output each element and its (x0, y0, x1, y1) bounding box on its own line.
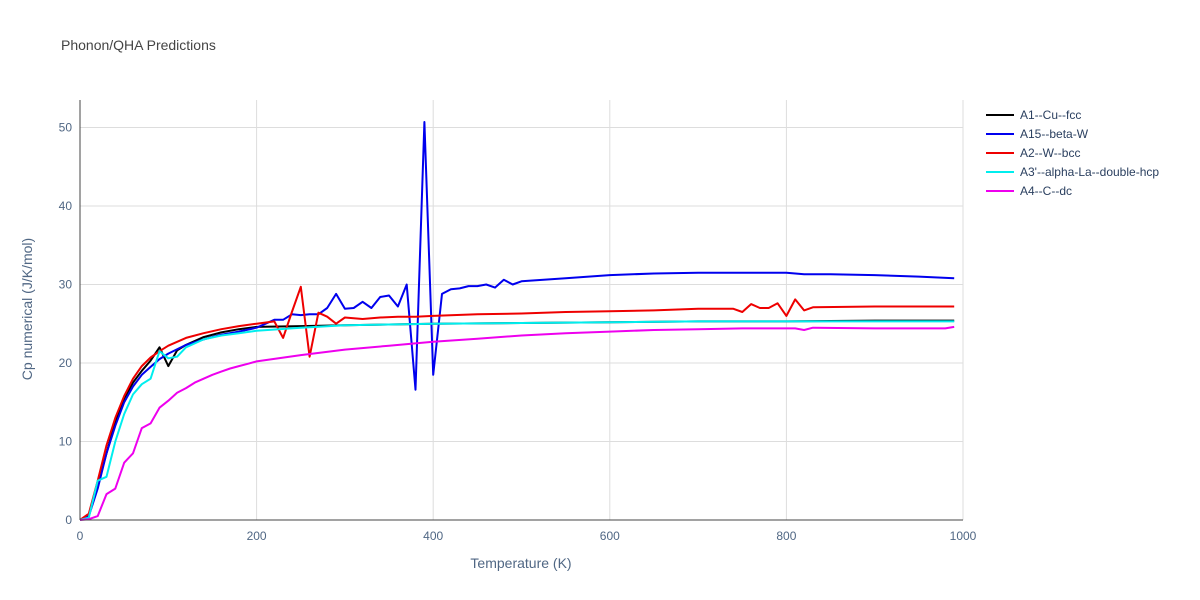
x-tick-label: 1000 (950, 529, 977, 543)
axes (79, 100, 963, 521)
x-axis-title: Temperature (K) (470, 555, 571, 571)
x-tick-label: 400 (423, 529, 443, 543)
legend-item[interactable]: A4--C--dc (986, 184, 1072, 198)
y-tick-label: 50 (59, 120, 73, 134)
y-tick-labels: 0 10 20 30 40 50 (59, 120, 73, 527)
series-line-1 (79, 121, 955, 521)
legend-item[interactable]: A3'--alpha-La--double-hcp (986, 165, 1159, 179)
series-line-4 (79, 325, 955, 521)
legend[interactable]: A1--Cu--fcc A15--beta-W A2--W--bcc A3'--alp… (986, 108, 1159, 198)
legend-item[interactable]: A2--W--bcc (986, 146, 1080, 160)
y-tick-label: 40 (59, 199, 73, 213)
x-tick-label: 800 (776, 529, 796, 543)
series-lines (79, 121, 955, 521)
y-tick-label: 30 (59, 277, 73, 291)
series-line-3 (79, 320, 955, 521)
y-tick-label: 0 (65, 513, 72, 527)
x-tick-labels: 0 200 400 600 800 1000 (77, 529, 977, 543)
y-tick-label: 20 (59, 356, 73, 370)
y-tick-label: 10 (59, 434, 73, 448)
x-tick-label: 600 (600, 529, 620, 543)
gridlines (80, 100, 964, 520)
series-line-2 (79, 285, 955, 521)
legend-label: A3'--alpha-La--double-hcp (1020, 165, 1159, 179)
legend-item[interactable]: A15--beta-W (986, 127, 1089, 141)
legend-label: A15--beta-W (1020, 127, 1089, 141)
legend-label: A2--W--bcc (1020, 146, 1080, 160)
x-tick-label: 0 (77, 529, 84, 543)
series-line-0 (79, 319, 955, 521)
x-tick-label: 200 (247, 529, 267, 543)
legend-label: A4--C--dc (1020, 184, 1072, 198)
y-axis-title: Cp numerical (J/K/mol) (19, 238, 35, 380)
legend-item[interactable]: A1--Cu--fcc (986, 108, 1081, 122)
legend-label: A1--Cu--fcc (1020, 108, 1081, 122)
chart-title: Phonon/QHA Predictions (61, 37, 216, 53)
